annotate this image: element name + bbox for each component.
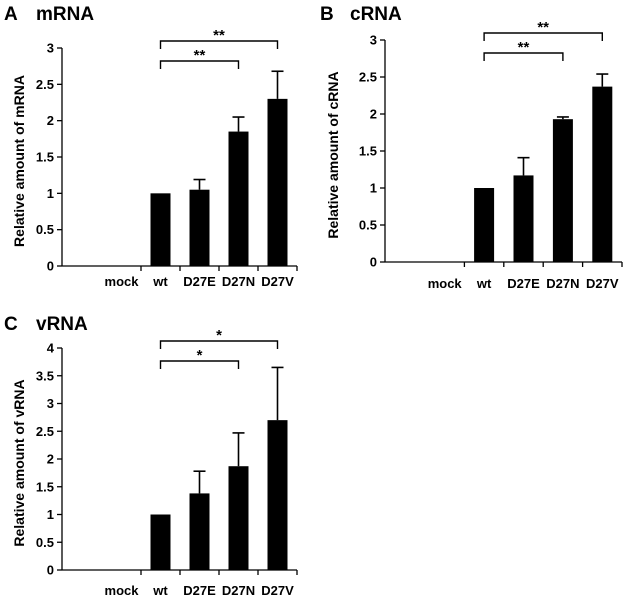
significance-bracket: [159, 40, 279, 49]
x-tick-label-wt: wt: [152, 274, 168, 289]
significance-label: **: [213, 27, 225, 44]
x-tick-label-d27e: D27E: [183, 274, 216, 289]
y-tick-label: 2.5: [359, 70, 377, 85]
y-axis-label: Relative amount of mRNA: [11, 75, 27, 247]
significance-label: *: [216, 327, 222, 344]
y-tick-label: 3: [47, 396, 54, 411]
significance-bracket: [483, 52, 564, 61]
y-tick-label: 1: [47, 507, 54, 522]
y-axis-label: Relative amount of cRNA: [325, 71, 341, 238]
bar-wt: [474, 188, 495, 262]
chart-title: cRNA: [350, 4, 402, 25]
x-tick-label-d27n: D27N: [222, 583, 255, 598]
y-tick-label: 3: [370, 33, 377, 48]
x-tick-label-d27v: D27V: [586, 276, 619, 291]
significance-label: **: [518, 39, 530, 56]
y-tick-label: 1.5: [36, 479, 54, 494]
significance-label: *: [197, 347, 203, 364]
x-tick-label-mock: mock: [105, 583, 140, 598]
chart-title: mRNA: [36, 4, 94, 25]
chart-title: vRNA: [36, 314, 88, 335]
bar-d27e: [189, 493, 210, 570]
y-tick-label: 3.5: [36, 368, 54, 383]
bar-wt: [150, 193, 171, 266]
y-tick-label: 0.5: [36, 222, 54, 237]
bar-d27e: [189, 189, 210, 266]
y-tick-label: 1: [370, 181, 377, 196]
bar-d27n: [228, 131, 249, 266]
y-tick-label: 4: [47, 341, 55, 356]
significance-label: **: [194, 47, 206, 64]
y-tick-label: 0: [370, 255, 377, 270]
y-tick-label: 2: [370, 107, 377, 122]
panel-letter: B: [320, 4, 334, 25]
x-tick-label-d27e: D27E: [183, 583, 216, 598]
significance-bracket: [159, 360, 240, 369]
y-tick-label: 2: [47, 452, 54, 467]
bar-d27n: [228, 466, 249, 570]
x-tick-label-d27n: D27N: [222, 274, 255, 289]
x-tick-label-d27n: D27N: [546, 276, 579, 291]
y-tick-label: 1.5: [359, 144, 377, 159]
bar-d27v: [267, 98, 288, 266]
panel-letter: A: [4, 4, 18, 25]
x-tick-label-mock: mock: [428, 276, 463, 291]
y-tick-label: 1: [47, 186, 54, 201]
bar-d27e: [513, 175, 534, 262]
y-tick-label: 2.5: [36, 424, 54, 439]
bar-d27v: [267, 420, 288, 570]
significance-bracket: [159, 340, 279, 349]
bar-wt: [150, 514, 171, 570]
y-tick-label: 2.5: [36, 77, 54, 92]
significance-bracket: [159, 60, 240, 69]
x-tick-label-d27v: D27V: [261, 274, 294, 289]
x-tick-label-d27v: D27V: [261, 583, 294, 598]
y-tick-label: 0: [47, 563, 54, 578]
x-tick-label-mock: mock: [105, 274, 140, 289]
y-tick-label: 3: [47, 41, 54, 56]
y-tick-label: 0.5: [359, 218, 377, 233]
x-tick-label-wt: wt: [476, 276, 492, 291]
significance-bracket: [483, 32, 603, 41]
y-axis-label: Relative amount of vRNA: [11, 379, 27, 546]
y-tick-label: 0.5: [36, 535, 54, 550]
y-tick-label: 1.5: [36, 150, 54, 165]
panel-letter: C: [4, 314, 18, 335]
bar-d27v: [592, 86, 613, 263]
y-tick-label: 2: [47, 113, 54, 128]
bar-d27n: [552, 119, 573, 263]
x-tick-label-wt: wt: [152, 583, 168, 598]
y-tick-label: 0: [47, 259, 54, 274]
significance-label: **: [537, 19, 549, 36]
x-tick-label-d27e: D27E: [507, 276, 540, 291]
